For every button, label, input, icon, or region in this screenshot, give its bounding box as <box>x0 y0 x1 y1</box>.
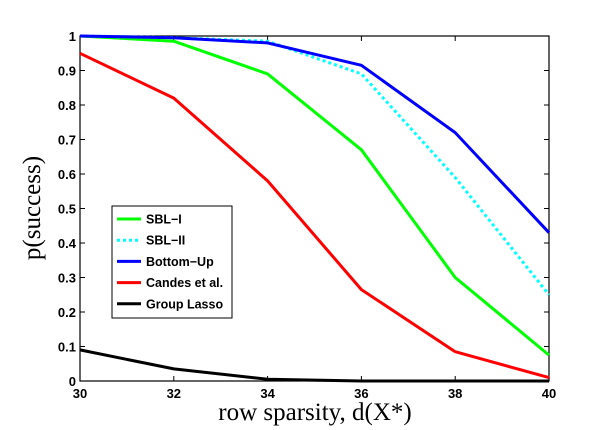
y-tick-label: 0.9 <box>58 64 76 79</box>
x-tick-label: 34 <box>260 386 275 401</box>
y-tick-label: 0.1 <box>58 340 76 355</box>
series-line-sbl-i <box>79 34 550 357</box>
x-tick-label: 40 <box>542 386 556 401</box>
x-tick-label: 36 <box>354 386 368 401</box>
legend: SBL−I SBL−II Bottom−Up Candes et al. Group L… <box>111 205 233 319</box>
legend-label: Bottom−Up <box>146 255 214 269</box>
y-tick-label: 0.6 <box>58 167 76 182</box>
y-tick-label: 0 <box>69 374 76 389</box>
x-tick-label: 30 <box>73 386 87 401</box>
y-tick-label: 0.8 <box>58 98 76 113</box>
y-axis-title: p(success) <box>19 156 46 260</box>
y-axis-ticks: 0 0.1 0.2 0.3 0.4 0.5 0.6 0.7 0.8 0.9 1 <box>58 29 549 389</box>
x-tick-label: 38 <box>448 386 462 401</box>
y-tick-label: 0.2 <box>58 305 76 320</box>
x-axis-title: row sparsity, d(X*) <box>218 399 411 426</box>
y-tick-label: 0.7 <box>58 133 76 148</box>
series-line-group-lasso <box>79 348 549 383</box>
y-tick-label: 0.3 <box>58 271 76 286</box>
y-tick-label: 0.5 <box>58 202 76 217</box>
legend-label: Group Lasso <box>146 297 223 311</box>
series-line-candes-et-al- <box>79 51 550 380</box>
series-lines <box>79 34 551 383</box>
legend-label: SBL−II <box>146 234 185 248</box>
y-tick-label: 1 <box>69 29 76 44</box>
series-line-bottom-up <box>79 34 551 234</box>
legend-label: SBL−I <box>146 213 182 227</box>
legend-label: Candes et al. <box>146 276 223 290</box>
y-tick-label: 0.4 <box>58 236 77 251</box>
x-tick-label: 32 <box>167 386 181 401</box>
